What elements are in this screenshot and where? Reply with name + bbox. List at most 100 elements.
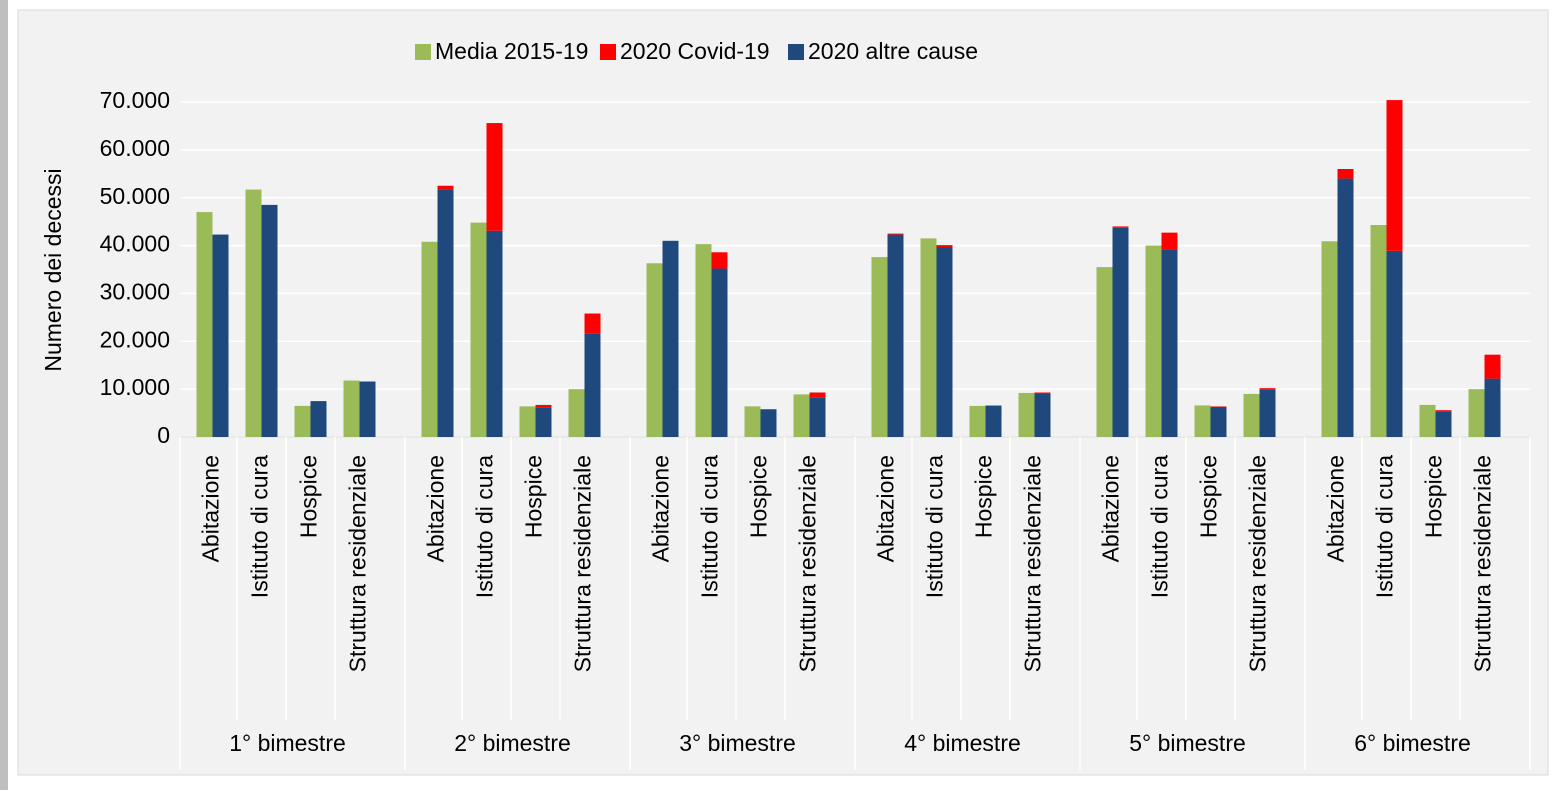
bar	[888, 235, 904, 437]
x-tick-label: Abitazione	[648, 455, 674, 562]
bar	[1195, 405, 1211, 437]
bar	[986, 406, 1002, 437]
bar	[937, 245, 953, 247]
bar	[536, 407, 552, 437]
bar	[1387, 251, 1403, 437]
x-tick-label: Istituto di cura	[472, 455, 498, 598]
bar	[1469, 389, 1485, 437]
bar	[1485, 379, 1501, 437]
legend-label: 2020 Covid-19	[620, 38, 770, 64]
bar	[937, 247, 953, 437]
bar	[663, 241, 679, 437]
x-tick-label: Abitazione	[198, 455, 224, 562]
y-tick-label: 0	[157, 422, 170, 448]
bar	[712, 269, 728, 437]
bar	[569, 389, 585, 437]
bar	[888, 234, 904, 235]
x-tick-label: Hospice	[1421, 455, 1447, 538]
y-tick-label: 70.000	[100, 87, 170, 113]
bar	[1371, 225, 1387, 437]
x-tick-label: Struttura residenziale	[345, 455, 371, 672]
bar	[1113, 228, 1129, 437]
x-tick-label: Struttura residenziale	[795, 455, 821, 672]
bar	[438, 190, 454, 437]
legend-label: 2020 altre cause	[808, 38, 978, 64]
x-tick-label: Abitazione	[1098, 455, 1124, 562]
bar	[536, 405, 552, 407]
bar	[696, 244, 712, 437]
x-tick-label: Abitazione	[873, 455, 899, 562]
bar	[311, 401, 327, 437]
x-tick-label: Struttura residenziale	[1245, 455, 1271, 672]
bar	[970, 406, 986, 437]
x-tick-label: Hospice	[521, 455, 547, 538]
bar	[1338, 169, 1354, 179]
x-tick-label: Struttura residenziale	[1020, 455, 1046, 672]
bar	[262, 205, 278, 437]
x-tick-label: Istituto di cura	[1372, 455, 1398, 598]
bar	[213, 235, 229, 437]
x-tick-label: Hospice	[971, 455, 997, 538]
bar	[344, 381, 360, 437]
bar	[1097, 267, 1113, 437]
x-tick-label: Hospice	[1196, 455, 1222, 538]
x-tick-label: Istituto di cura	[922, 455, 948, 598]
bar	[422, 242, 438, 437]
legend-swatch	[788, 44, 804, 60]
group-label: 1° bimestre	[229, 730, 346, 756]
bar	[585, 334, 601, 437]
group-label: 4° bimestre	[904, 730, 1021, 756]
y-tick-label: 60.000	[100, 135, 170, 161]
x-tick-label: Abitazione	[1323, 455, 1349, 562]
bar	[712, 252, 728, 268]
bar	[197, 212, 213, 437]
bar	[520, 406, 536, 437]
bar	[471, 223, 487, 437]
bar	[1436, 410, 1452, 411]
bar	[1019, 393, 1035, 437]
bar	[872, 257, 888, 437]
bar	[246, 190, 262, 437]
bar	[745, 406, 761, 437]
bar	[647, 263, 663, 437]
x-tick-label: Istituto di cura	[247, 455, 273, 598]
y-tick-label: 30.000	[100, 279, 170, 305]
x-tick-label: Struttura residenziale	[570, 455, 596, 672]
bar	[1035, 393, 1051, 437]
bar	[1436, 411, 1452, 437]
bar	[794, 394, 810, 437]
bar	[487, 231, 503, 437]
y-tick-label: 50.000	[100, 183, 170, 209]
group-label: 5° bimestre	[1129, 730, 1246, 756]
bar	[1260, 388, 1276, 389]
bar	[1338, 179, 1354, 437]
bar	[360, 381, 376, 437]
bar	[585, 314, 601, 334]
bar	[1035, 392, 1051, 393]
legend-label: Media 2015-19	[435, 38, 588, 64]
y-tick-label: 40.000	[100, 231, 170, 257]
bar	[438, 186, 454, 190]
bar	[1146, 246, 1162, 437]
x-tick-label: Hospice	[746, 455, 772, 538]
y-axis-label: Numero dei decessi	[40, 168, 66, 371]
bar	[1387, 100, 1403, 251]
bar	[1162, 249, 1178, 437]
x-tick-label: Struttura residenziale	[1470, 455, 1496, 672]
y-tick-label: 20.000	[100, 326, 170, 352]
group-label: 2° bimestre	[454, 730, 571, 756]
bar	[1244, 394, 1260, 437]
bar	[761, 409, 777, 437]
bar	[1113, 226, 1129, 227]
bar	[921, 238, 937, 437]
bar	[1260, 390, 1276, 437]
x-tick-label: Hospice	[296, 455, 322, 538]
x-tick-label: Istituto di cura	[697, 455, 723, 598]
bar	[810, 397, 826, 437]
x-tick-label: Istituto di cura	[1147, 455, 1173, 598]
legend-swatch	[600, 44, 616, 60]
x-tick-label: Abitazione	[423, 455, 449, 562]
bar	[295, 406, 311, 437]
group-label: 6° bimestre	[1354, 730, 1471, 756]
